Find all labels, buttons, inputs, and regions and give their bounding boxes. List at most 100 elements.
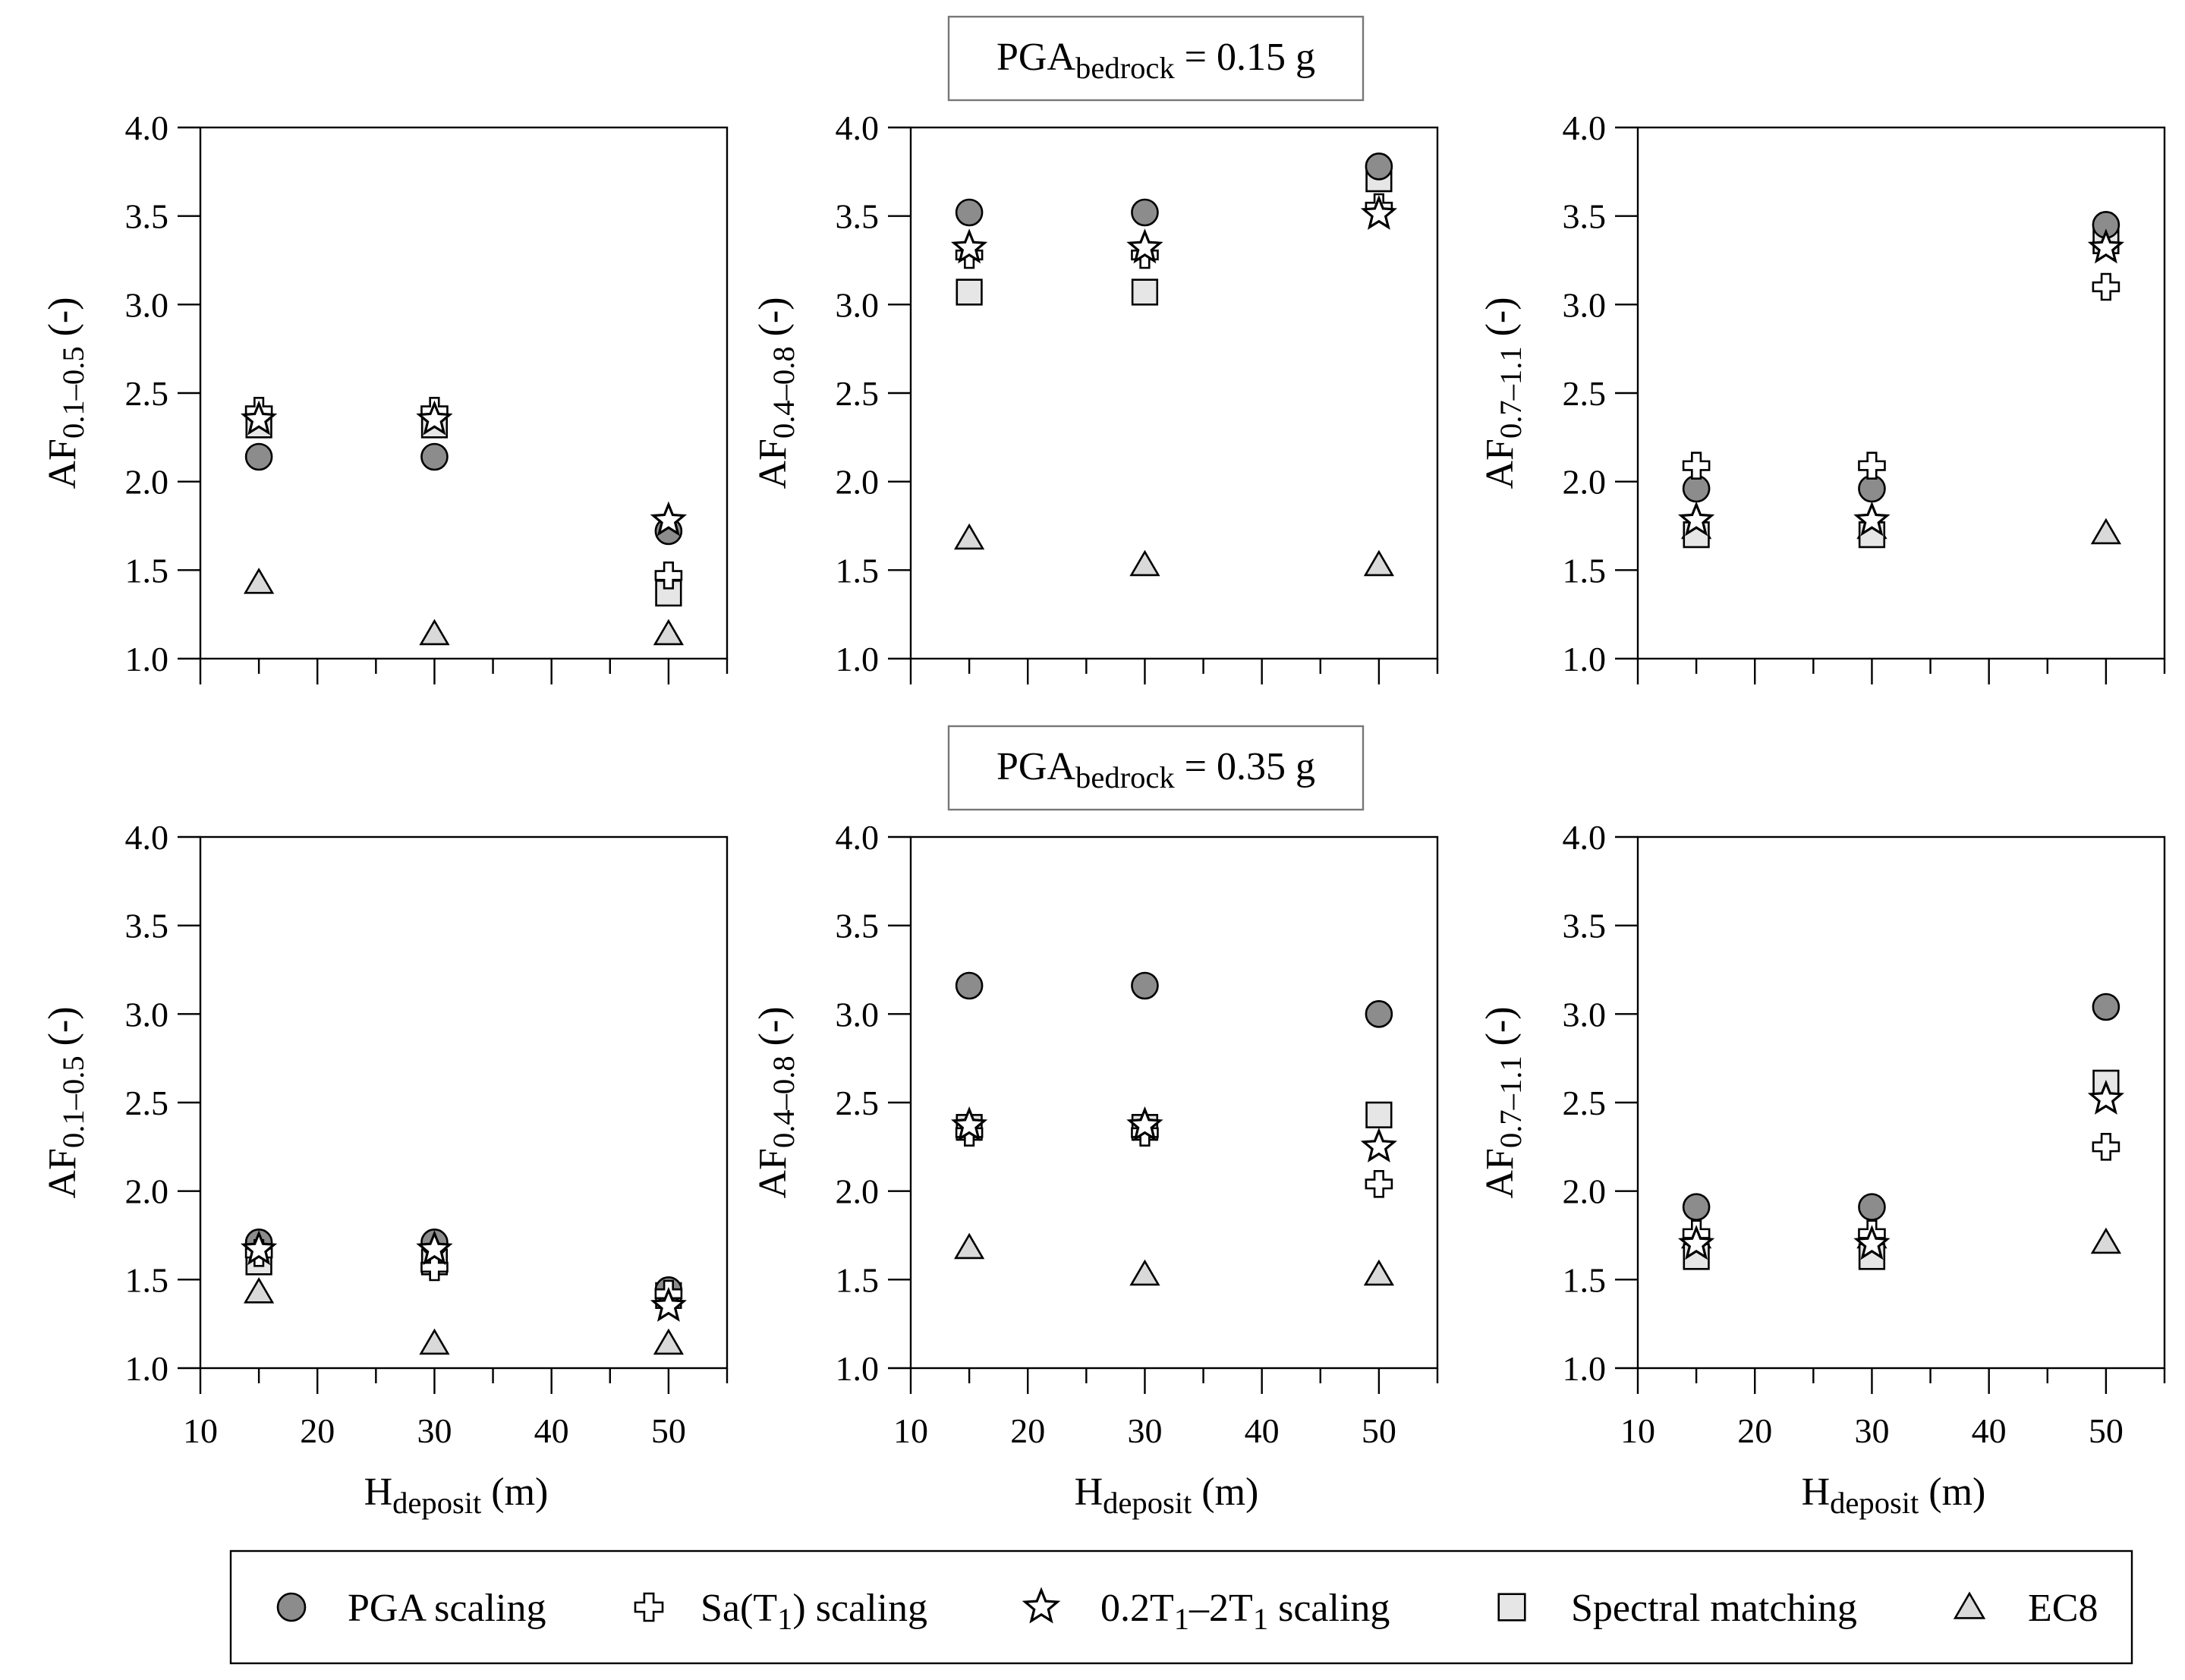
point-range bbox=[650, 501, 688, 536]
y-tick-label: 1.0 bbox=[1563, 640, 1607, 678]
y-tick-label: 4.0 bbox=[125, 818, 169, 857]
x-tick-label: 10 bbox=[183, 1411, 218, 1450]
y-tick-label: 4.0 bbox=[1563, 818, 1607, 857]
x-tick-label: 40 bbox=[1245, 1411, 1280, 1450]
point-sa bbox=[1682, 451, 1711, 480]
x-tick-label: 40 bbox=[534, 1411, 569, 1450]
y-tick-label: 2.5 bbox=[125, 374, 169, 413]
y-tick-label: 2.5 bbox=[125, 1084, 169, 1122]
x-tick-label: 20 bbox=[300, 1411, 335, 1450]
x-axis-label: Hdeposit (m) bbox=[1075, 1471, 1259, 1520]
y-tick-label: 4.0 bbox=[836, 109, 880, 147]
y-tick-label: 1.0 bbox=[836, 640, 880, 678]
point-range bbox=[416, 1230, 453, 1266]
point-range bbox=[1853, 501, 1891, 536]
y-axis-label: AF0.7–1.1 (-) bbox=[1478, 1006, 1528, 1198]
y-tick-label: 2.5 bbox=[836, 1084, 880, 1122]
legend-marker-star bbox=[1022, 1587, 1061, 1624]
point-sa bbox=[1858, 451, 1886, 480]
y-tick-label: 3.5 bbox=[836, 907, 880, 945]
y-tick-label: 1.5 bbox=[125, 1260, 169, 1299]
point-range bbox=[1677, 1225, 1715, 1260]
y-tick-label: 3.0 bbox=[836, 285, 880, 324]
plot-frame bbox=[1636, 126, 2166, 660]
y-tick-label: 4.0 bbox=[1563, 109, 1607, 147]
panel-r1-c2: 1.0 1.5 2.0 2.5 3.0 3.5 4.0 10 20 30 40 50 AF0.7–1.1… bbox=[1478, 818, 2166, 1520]
y-tick-label: 3.5 bbox=[125, 907, 169, 945]
point-pga bbox=[955, 971, 984, 1000]
row-header-0: PGAbedrock = 0.15 g bbox=[947, 15, 1365, 102]
header-box bbox=[947, 725, 1365, 811]
y-tick-label: 1.0 bbox=[125, 1349, 169, 1388]
point-range bbox=[950, 1106, 988, 1141]
point-pga bbox=[1682, 1193, 1711, 1221]
point-range bbox=[1677, 501, 1715, 536]
y-tick-label: 1.0 bbox=[1563, 1349, 1607, 1388]
point-ec8 bbox=[1129, 1259, 1160, 1286]
legend-marker-triangle bbox=[1953, 1591, 1986, 1619]
point-range bbox=[416, 400, 453, 436]
legend: PGA scaling Sa(T1) scaling 0.2T1–2T1 scali… bbox=[229, 1549, 2133, 1665]
point-ec8 bbox=[243, 1277, 275, 1304]
point-range bbox=[1360, 1127, 1398, 1162]
legend-label: EC8 bbox=[2028, 1587, 2098, 1630]
y-tick-label: 3.5 bbox=[836, 197, 880, 236]
y-tick-label: 3.5 bbox=[125, 197, 169, 236]
x-tick-label: 50 bbox=[1362, 1411, 1396, 1450]
legend-entry-0: PGA scaling bbox=[276, 1587, 546, 1630]
header-label: PGAbedrock = 0.35 g bbox=[996, 745, 1315, 794]
x-tick-label: 30 bbox=[417, 1411, 452, 1450]
point-range bbox=[240, 400, 278, 436]
point-pga bbox=[420, 442, 449, 471]
point-ec8 bbox=[1129, 549, 1160, 577]
panel-r1-c1: 1.0 1.5 2.0 2.5 3.0 3.5 4.0 10 20 30 40 50 AF0.4–0.8… bbox=[751, 818, 1439, 1520]
point-ec8 bbox=[953, 1232, 985, 1260]
header-box bbox=[947, 15, 1365, 102]
y-axis-label: AF0.4–0.8 (-) bbox=[751, 1006, 801, 1198]
y-axis-label: AF0.1–0.5 (-) bbox=[41, 297, 90, 489]
point-pga bbox=[1365, 1000, 1393, 1028]
plot-frame bbox=[909, 835, 1439, 1370]
y-tick-label: 1.5 bbox=[1563, 1260, 1607, 1299]
x-axis-label: Hdeposit (m) bbox=[364, 1471, 549, 1520]
point-ec8 bbox=[243, 568, 275, 594]
legend-label: 0.2T1–2T1 scaling bbox=[1100, 1587, 1390, 1636]
point-pga bbox=[1858, 474, 1886, 503]
legend-entry-1: Sa(T1) scaling bbox=[634, 1587, 927, 1636]
point-pga bbox=[1858, 1193, 1886, 1221]
legend-label: Sa(T1) scaling bbox=[701, 1587, 927, 1636]
y-tick-label: 4.0 bbox=[125, 109, 169, 147]
plot-frame bbox=[199, 126, 729, 660]
row-header-1: PGAbedrock = 0.35 g bbox=[947, 725, 1365, 811]
x-tick-label: 20 bbox=[1010, 1411, 1045, 1450]
point-ec8 bbox=[953, 523, 985, 550]
point-pga bbox=[1131, 198, 1159, 227]
point-sa bbox=[654, 562, 683, 590]
point-range bbox=[1360, 194, 1398, 230]
plot-frame bbox=[909, 126, 1439, 660]
y-axis-label: AF0.1–0.5 (-) bbox=[41, 1006, 90, 1198]
point-sm bbox=[956, 278, 983, 306]
y-tick-label: 3.0 bbox=[1563, 995, 1607, 1033]
point-sa bbox=[2092, 1133, 2120, 1161]
y-tick-label: 2.5 bbox=[836, 374, 880, 413]
y-tick-label: 3.0 bbox=[836, 995, 880, 1033]
point-ec8 bbox=[2090, 1227, 2122, 1254]
y-tick-label: 2.5 bbox=[1563, 1084, 1607, 1122]
y-tick-label: 2.5 bbox=[1563, 374, 1607, 413]
panel-r1-c0: 1.0 1.5 2.0 2.5 3.0 3.5 4.0 10 20 30 40 50 AF0.1–0.5… bbox=[41, 818, 729, 1520]
point-ec8 bbox=[419, 618, 450, 646]
x-tick-label: 10 bbox=[1620, 1411, 1655, 1450]
y-axis-label: AF0.7–1.1 (-) bbox=[1478, 297, 1528, 489]
x-tick-label: 50 bbox=[2089, 1411, 2124, 1450]
point-range bbox=[240, 1230, 278, 1266]
y-tick-label: 2.0 bbox=[125, 1172, 169, 1211]
panel-r0-c0: 1.0 1.5 2.0 2.5 3.0 3.5 4.0 AF0.1–0.5 (-) bbox=[41, 109, 729, 684]
y-tick-label: 2.0 bbox=[836, 1172, 880, 1211]
legend-entry-4: EC8 bbox=[1953, 1587, 2098, 1630]
point-sm bbox=[1131, 278, 1159, 306]
y-tick-label: 1.5 bbox=[125, 551, 169, 590]
point-pga bbox=[2092, 993, 2120, 1021]
y-tick-label: 3.5 bbox=[1563, 907, 1607, 945]
